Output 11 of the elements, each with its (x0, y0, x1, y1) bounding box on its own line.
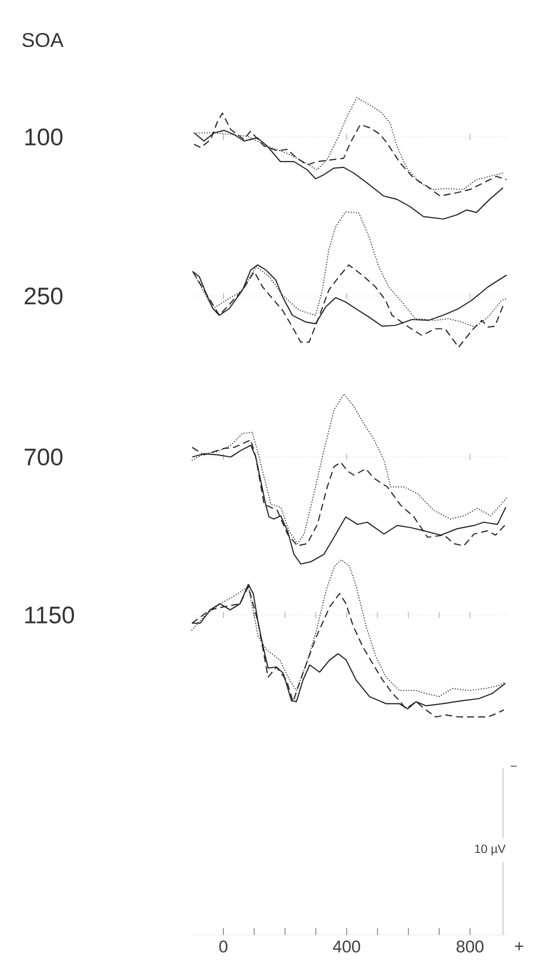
text: 10 µV (475, 844, 506, 856)
text: + (515, 942, 524, 950)
text: 1150 (25, 606, 74, 624)
x-tick-label: 0 (219, 940, 228, 953)
text: − (510, 766, 517, 767)
text: 700 (24, 448, 62, 466)
x-tick-label: 400 (332, 940, 360, 953)
text: 250 (24, 288, 62, 304)
text: SOA (22, 32, 64, 48)
text: 100 (25, 128, 62, 146)
x-tick-label: 800 (456, 940, 484, 953)
